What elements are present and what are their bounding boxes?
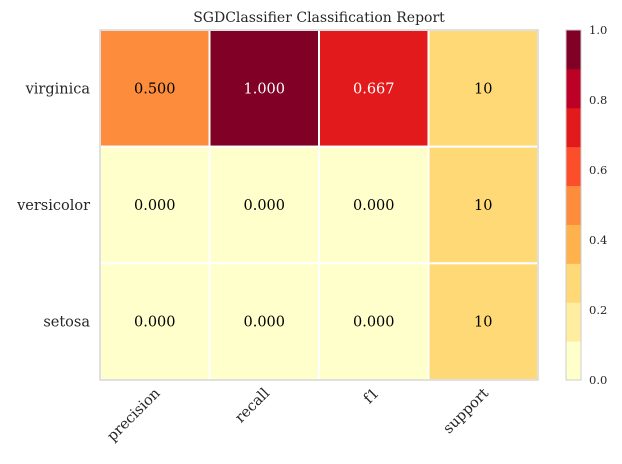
row-labels: virginica versicolor setosa (16, 81, 90, 330)
column-label-support: support (441, 385, 493, 437)
colorbar-tick-label: 0.2 (589, 303, 607, 317)
colorbar: 0.0 0.2 0.4 0.6 0.8 1.0 (565, 23, 607, 387)
cell-value-virginica-f1: 0.667 (353, 81, 395, 97)
row-label-versicolor: versicolor (16, 198, 90, 214)
heatmap-cell-setosa-precision (99, 262, 211, 382)
column-label-f1: f1 (361, 386, 383, 408)
colorbar-tick-label: 1.0 (589, 23, 607, 37)
cell-value-virginica-recall: 1.000 (243, 81, 285, 97)
cell-value-versicolor-f1: 0.000 (353, 198, 395, 214)
row-label-setosa: setosa (43, 315, 90, 331)
heatmap-cell-versicolor-f1 (318, 145, 430, 265)
colorbar-tick-label: 0.4 (589, 233, 607, 247)
plot-border (99, 29, 539, 381)
colorbar-bin (566, 68, 581, 109)
cell-value-versicolor-precision: 0.000 (134, 198, 176, 214)
column-label-recall: recall (232, 385, 273, 426)
colorbar-bin (566, 185, 581, 225)
colorbar-tick-label: 0.0 (589, 373, 607, 387)
colorbar-tick-label: 0.8 (589, 93, 607, 107)
column-label-precision: precision (104, 386, 163, 445)
colorbar-tick-label: 0.6 (589, 163, 607, 177)
heatmap-cell-versicolor-support (427, 145, 539, 265)
colorbar-bin (566, 30, 581, 70)
colorbar-bin (566, 302, 581, 342)
cell-value-versicolor-recall: 0.000 (243, 198, 285, 214)
heatmap-cell-setosa-support (427, 262, 539, 382)
cell-value-setosa-precision: 0.000 (134, 315, 176, 331)
heatmap-cell-setosa-f1 (318, 262, 430, 382)
heatmap: 0.500 1.000 0.667 10 0.000 0.000 0.000 10 0.000 0… (99, 29, 539, 382)
cell-value-setosa-f1: 0.000 (353, 315, 395, 331)
row-label-virginica: virginica (25, 81, 91, 97)
heatmap-cell-setosa-recall (208, 262, 320, 382)
heatmap-cell-versicolor-recall (208, 145, 320, 265)
colorbar-frame (565, 29, 582, 381)
colorbar-bin (566, 341, 581, 381)
colorbar-bin (566, 224, 581, 264)
heatmap-cell-virginica-recall (208, 29, 320, 148)
colorbar-bin (566, 107, 581, 148)
cell-value-versicolor-support: 10 (474, 198, 492, 214)
cell-value-setosa-recall: 0.000 (243, 315, 285, 331)
heatmap-cell-virginica-support (427, 29, 539, 148)
cell-value-virginica-support: 10 (474, 81, 492, 97)
cell-value-virginica-precision: 0.500 (134, 81, 176, 97)
chart-title: SGDClassifier Classification Report (193, 10, 445, 26)
cell-value-setosa-support: 10 (474, 315, 492, 331)
colorbar-bin (566, 263, 581, 303)
colorbar-bin (566, 146, 581, 187)
column-labels: precision recall f1 support (104, 385, 492, 444)
